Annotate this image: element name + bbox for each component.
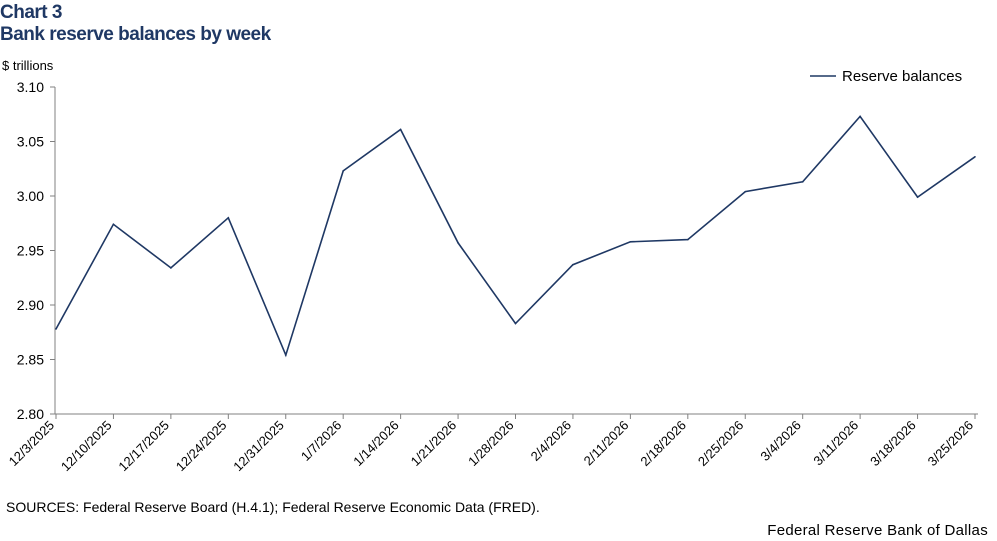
y-tick-label: 2.95 [17,243,44,259]
data-point [55,328,57,330]
x-tick-label: 12/31/2025 [230,418,287,475]
x-tick-label: 12/3/2025 [6,418,58,470]
data-point [859,115,861,118]
x-tick-label: 3/18/2026 [867,418,919,470]
y-tick-label: 3.10 [17,79,44,95]
chart-title: Bank reserve balances by week [0,24,271,45]
x-tick-label: 2/4/2026 [528,418,574,464]
x-tick-label: 12/10/2025 [58,418,115,475]
credit-note: Federal Reserve Bank of Dallas [767,522,988,539]
data-point [974,155,976,158]
x-tick-label: 3/11/2026 [810,418,861,469]
data-point [629,240,632,243]
x-tick-label: 2/18/2026 [637,418,689,470]
data-point [457,242,459,244]
x-tick-label: 3/4/2026 [757,418,803,464]
data-point [572,263,574,266]
y-tick-label: 3.05 [17,134,44,150]
data-point [744,190,747,193]
y-axis: 2.80 2.85 2.90 2.95 3.00 3.05 3.10 [17,79,56,422]
data-point [170,267,172,269]
legend: Reserve balances [810,68,962,85]
x-tick-label: 3/25/2026 [925,418,977,470]
x-tick-label: 12/17/2025 [115,418,172,475]
source-note: SOURCES: Federal Reserve Board (H.4.1); … [6,499,540,515]
x-axis: 12/3/2025 12/10/2025 12/17/2025 12/24/2025 1… [6,413,978,475]
x-tick-label: 2/11/2026 [581,418,632,469]
y-axis-label: $ trillions [2,58,54,73]
data-point [514,322,517,325]
data-point [687,238,689,241]
series-line-reserve-balances [55,115,976,358]
x-tick-label: 12/24/2025 [173,418,230,475]
data-point [227,217,230,219]
data-point [801,181,804,183]
x-tick-label: 1/28/2026 [465,418,517,470]
legend-label: Reserve balances [842,68,962,85]
series-group [55,115,976,358]
x-tick-label: 1/14/2026 [350,418,402,470]
chart-label: Chart 3 [0,2,62,23]
x-tick-label: 1/21/2026 [408,418,460,470]
y-tick-label: 2.85 [17,352,44,368]
data-point [112,223,115,226]
x-tick-label: 2/25/2026 [695,418,747,470]
data-point [284,354,287,356]
y-tick-label: 2.80 [17,406,44,422]
data-point [399,128,402,131]
data-point [342,170,344,172]
x-tick-label: 1/7/2026 [298,418,344,464]
y-tick-label: 3.00 [17,188,44,204]
data-point [916,196,919,198]
y-tick-label: 2.90 [17,297,44,313]
